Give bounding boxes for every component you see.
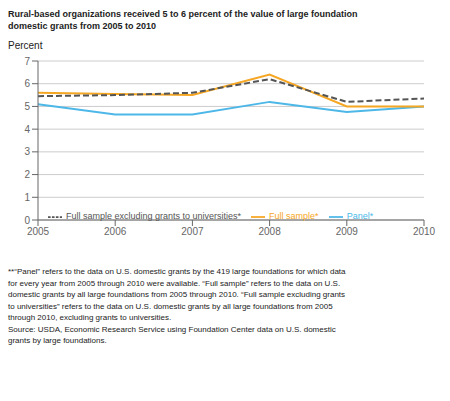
svg-text:0: 0 bbox=[24, 215, 30, 226]
html-text:Full sample*: Full sample* bbox=[269, 211, 319, 222]
html-text:through 2010, excluding grants: through 2010, excluding grants to univer… bbox=[8, 313, 172, 322]
svg-text:2006: 2006 bbox=[104, 226, 127, 237]
html-text:**“Panel” refers to the data o: **“Panel” refers to the data on U.S. dom… bbox=[8, 267, 346, 276]
svg-text:3: 3 bbox=[24, 146, 30, 157]
svg-text:2: 2 bbox=[24, 169, 30, 180]
svg-text:5: 5 bbox=[24, 101, 30, 112]
svg-text:2007: 2007 bbox=[181, 226, 204, 237]
html-text:domestic grants by all large f: domestic grants by all large foundations… bbox=[8, 290, 346, 299]
svg-text:2010: 2010 bbox=[413, 226, 436, 237]
html-text:Panel*: Panel* bbox=[346, 211, 374, 222]
html-text:domestic grants from 2005 to 2: domestic grants from 2005 to 2010 bbox=[8, 21, 157, 31]
html-text:grants by large foundations.: grants by large foundations. bbox=[8, 336, 107, 345]
svg-text:6: 6 bbox=[24, 78, 30, 89]
svg-text:2008: 2008 bbox=[258, 226, 281, 237]
svg-text:2009: 2009 bbox=[336, 226, 359, 237]
html-text:to universities” refers to the: to universities” refers to the data on U… bbox=[8, 301, 333, 311]
svg-text:7: 7 bbox=[24, 56, 30, 67]
html-text:Rural-based organizations rece: Rural-based organizations received 5 to … bbox=[8, 9, 358, 19]
svg-text:4: 4 bbox=[24, 124, 30, 135]
html-text:Percent: Percent bbox=[8, 40, 43, 51]
html-text:Source: USDA, Economic Researc: Source: USDA, Economic Research Service … bbox=[8, 324, 336, 334]
html-text:Full sample excluding grants t: Full sample excluding grants to universi… bbox=[66, 211, 242, 222]
html-text:for every year from 2005 throu: for every year from 2005 through 2010 we… bbox=[8, 278, 341, 288]
svg-text:2005: 2005 bbox=[27, 226, 50, 237]
svg-text:1: 1 bbox=[24, 192, 30, 203]
